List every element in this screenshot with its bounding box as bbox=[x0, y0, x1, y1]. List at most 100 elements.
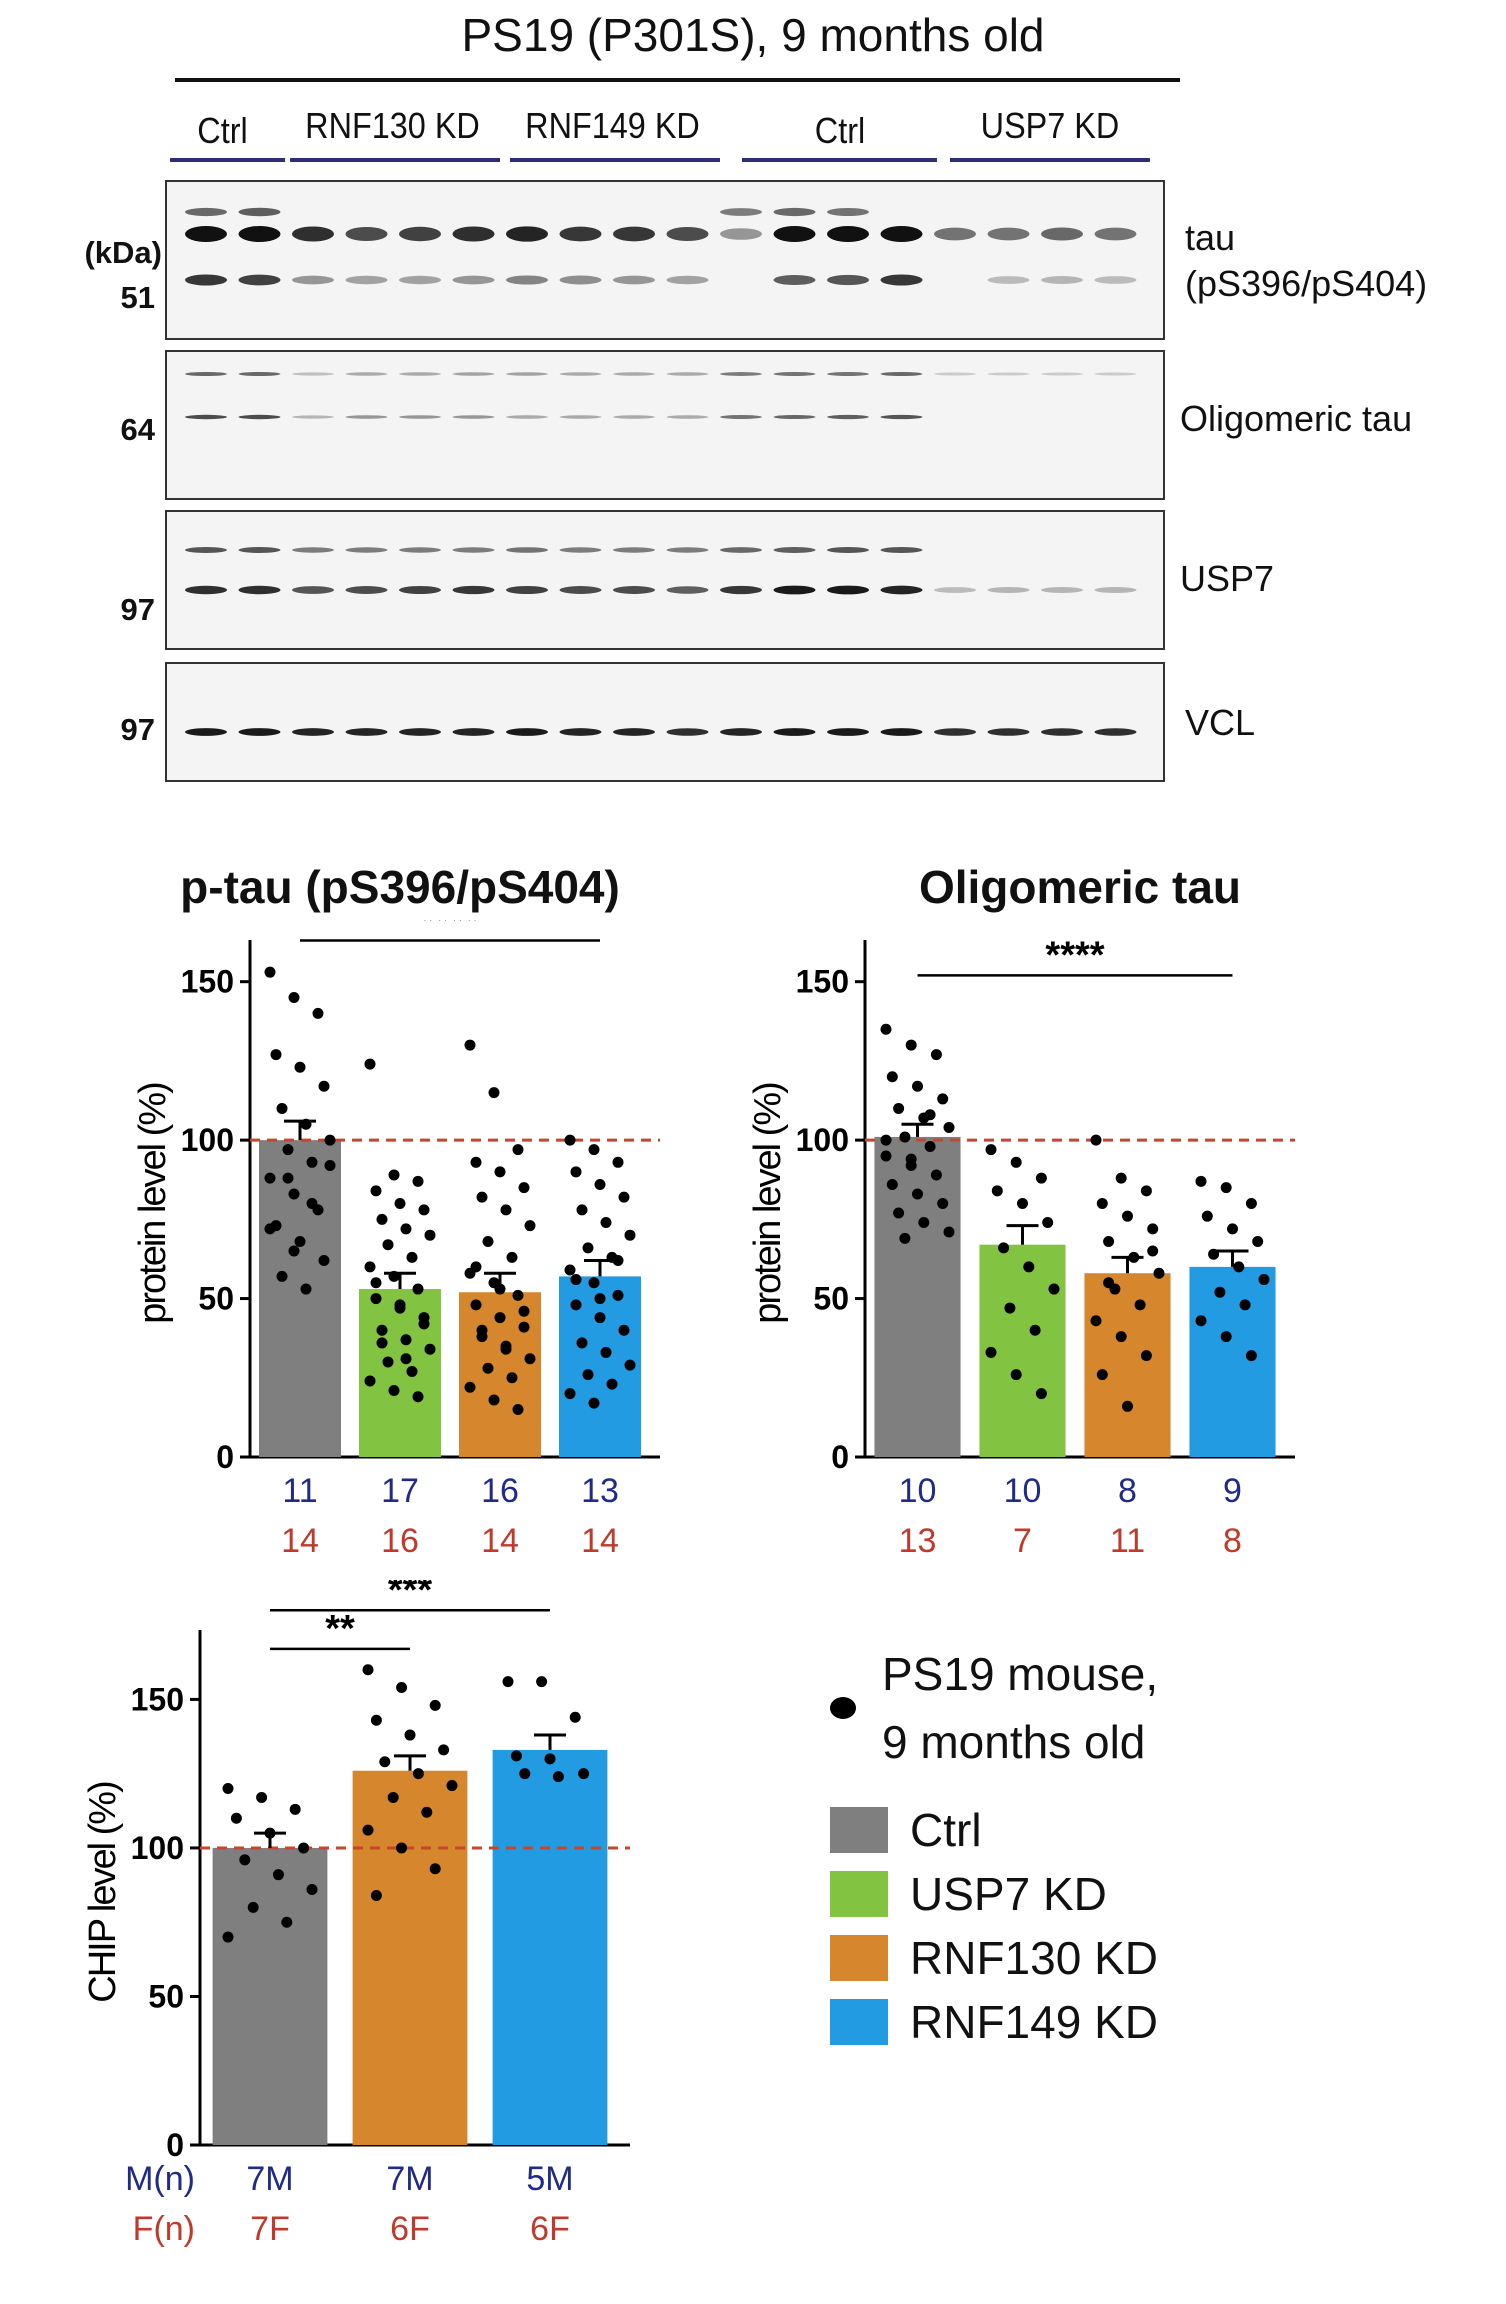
data-point bbox=[510, 1750, 522, 1762]
legend-item-ctrl: Ctrl bbox=[830, 1798, 1430, 1862]
blot-band bbox=[1094, 227, 1137, 241]
blot-band bbox=[292, 728, 334, 736]
data-point bbox=[318, 1080, 330, 1092]
mw-marker-97-usp7: 97 bbox=[120, 592, 155, 627]
data-point bbox=[1115, 1172, 1127, 1184]
data-point bbox=[281, 1916, 293, 1928]
data-point bbox=[576, 1337, 588, 1349]
data-point bbox=[404, 1729, 416, 1741]
blot-band bbox=[559, 586, 602, 594]
data-point bbox=[282, 1172, 294, 1184]
n-male-label: 11 bbox=[282, 1472, 317, 1510]
data-point bbox=[1096, 1369, 1108, 1381]
data-point bbox=[570, 1299, 582, 1311]
data-point bbox=[600, 1217, 612, 1229]
blot-band bbox=[1041, 728, 1083, 736]
blot-band bbox=[1094, 276, 1137, 284]
legend-label: Ctrl bbox=[910, 1804, 982, 1856]
data-point bbox=[488, 1394, 500, 1406]
n-female-label: 13 bbox=[899, 1522, 937, 1560]
blot-band bbox=[559, 547, 602, 553]
data-point bbox=[239, 1854, 251, 1866]
data-point bbox=[1195, 1315, 1207, 1327]
blot-band bbox=[506, 275, 548, 285]
data-point bbox=[289, 1803, 301, 1815]
data-point bbox=[476, 1324, 488, 1336]
blot-band bbox=[452, 415, 495, 419]
data-point bbox=[912, 1080, 923, 1092]
blot-band bbox=[773, 414, 816, 420]
blot-band bbox=[720, 372, 762, 376]
data-point bbox=[438, 1744, 450, 1756]
data-point bbox=[500, 1204, 512, 1216]
blot-band bbox=[773, 372, 816, 376]
data-point bbox=[470, 1261, 482, 1273]
data-point bbox=[1201, 1210, 1213, 1222]
group-underline-usp7 bbox=[950, 158, 1150, 162]
data-point bbox=[1220, 1331, 1232, 1343]
blot-band bbox=[559, 226, 602, 242]
blot-band bbox=[506, 585, 548, 595]
blot-band bbox=[452, 728, 495, 736]
y-tick-label: 150 bbox=[131, 1681, 184, 1717]
blot-band bbox=[827, 274, 869, 286]
data-point bbox=[588, 1144, 600, 1156]
data-point bbox=[569, 1711, 581, 1723]
data-point bbox=[1010, 1369, 1022, 1381]
data-point bbox=[594, 1293, 606, 1305]
significance-label: ** bbox=[325, 1608, 355, 1650]
blot-band bbox=[773, 274, 816, 286]
data-point bbox=[272, 1869, 284, 1881]
data-point bbox=[470, 1299, 482, 1311]
significance-label: **** bbox=[1045, 934, 1104, 976]
data-point bbox=[1147, 1223, 1159, 1235]
blot-band bbox=[292, 226, 334, 242]
data-point bbox=[476, 1191, 488, 1203]
data-point bbox=[300, 1283, 312, 1295]
n-female-label: 11 bbox=[1110, 1522, 1145, 1560]
legend-swatch bbox=[830, 1999, 888, 2045]
blot-band bbox=[238, 371, 281, 377]
data-point bbox=[612, 1156, 624, 1168]
legend-swatch bbox=[830, 1871, 888, 1917]
data-point bbox=[400, 1334, 412, 1346]
data-point bbox=[264, 1223, 276, 1235]
blot-band bbox=[399, 728, 441, 736]
data-point bbox=[396, 1682, 408, 1694]
blot-band bbox=[827, 208, 869, 216]
data-point bbox=[905, 1039, 917, 1051]
data-point bbox=[418, 1318, 430, 1330]
data-point bbox=[582, 1369, 594, 1381]
data-point bbox=[512, 1144, 524, 1156]
blot-band bbox=[452, 547, 495, 553]
data-point bbox=[991, 1185, 1003, 1197]
blot-band bbox=[934, 372, 976, 376]
data-point bbox=[518, 1182, 530, 1194]
legend-item-rnf130: RNF130 KD bbox=[830, 1926, 1430, 1990]
data-point bbox=[1122, 1400, 1133, 1412]
figure-title: PS19 (P301S), 9 months old bbox=[461, 9, 1045, 61]
data-point bbox=[424, 1343, 436, 1355]
n-male-label: 8 bbox=[1118, 1472, 1137, 1510]
n-female-label: 7 bbox=[1013, 1522, 1032, 1560]
legend-label: RNF149 KD bbox=[910, 1996, 1158, 2048]
n-male-label: 17 bbox=[381, 1472, 419, 1510]
data-point bbox=[1252, 1236, 1264, 1248]
data-point bbox=[1103, 1236, 1115, 1248]
legend-swatch bbox=[830, 1807, 888, 1853]
legend-label: RNF130 KD bbox=[910, 1932, 1158, 1984]
data-point bbox=[594, 1312, 606, 1324]
blot-band bbox=[666, 547, 709, 553]
data-point bbox=[930, 1169, 942, 1181]
data-point bbox=[312, 1007, 324, 1019]
blot-band bbox=[399, 275, 441, 285]
blot-band bbox=[238, 546, 281, 554]
blot-band bbox=[880, 274, 923, 286]
n-female-label: 6F bbox=[390, 2210, 430, 2248]
n-female-label: 7F bbox=[250, 2210, 290, 2248]
data-point bbox=[364, 1261, 376, 1273]
blot-band bbox=[399, 585, 441, 595]
data-point bbox=[582, 1242, 594, 1254]
data-point bbox=[524, 1220, 536, 1232]
